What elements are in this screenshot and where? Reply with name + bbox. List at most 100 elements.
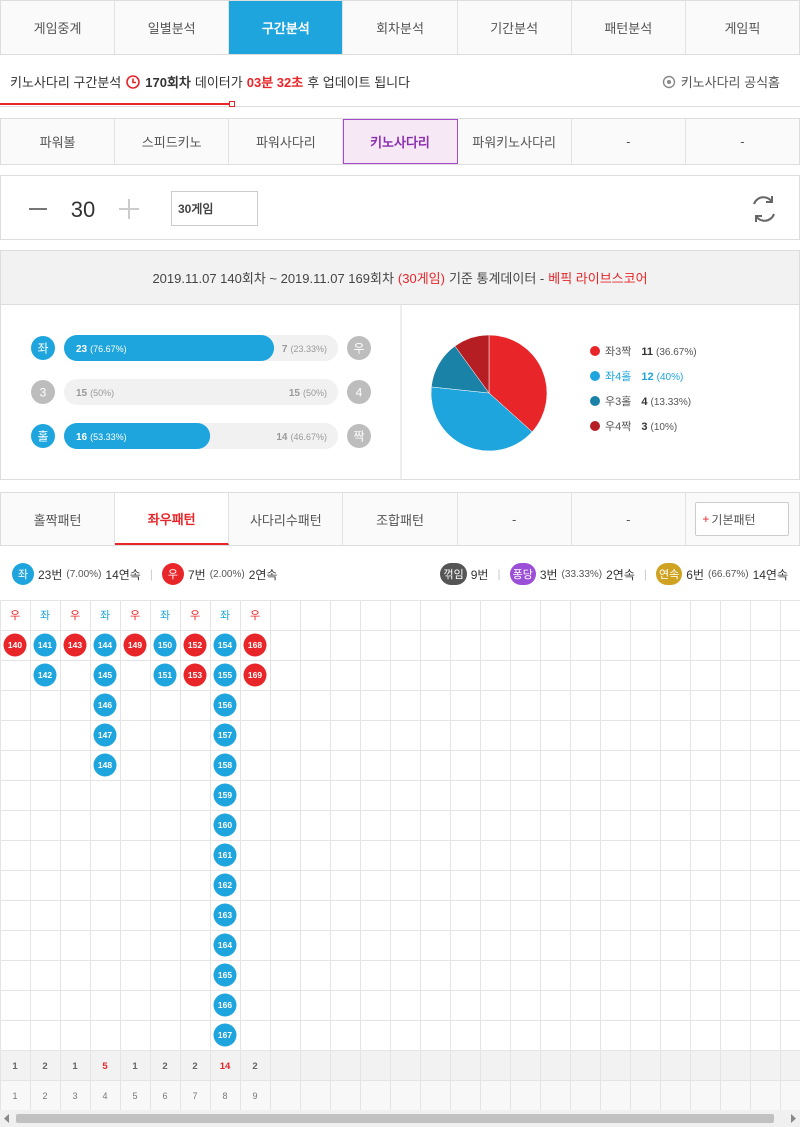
result-ball: [213, 843, 237, 867]
column-count: 5: [102, 1061, 108, 1072]
tab[interactable]: -: [571, 493, 686, 545]
tab[interactable]: 게임중계: [1, 1, 116, 54]
result-number: 146: [98, 700, 112, 710]
main-nav: 게임중계 일별분석 구간분석 회차분석 기간분석 패턴분석 게임픽: [0, 0, 800, 55]
column-side: 우: [250, 609, 260, 622]
summary-count: 23번: [38, 567, 63, 582]
count-input-text: 30게임: [178, 202, 213, 216]
tab[interactable]: -: [572, 119, 686, 164]
result-number: 150: [158, 640, 172, 650]
ratio-left-label: 홀: [37, 430, 48, 444]
ratio-left-label: 좌: [37, 342, 48, 356]
tab[interactable]: 사다리수패턴: [229, 493, 344, 545]
tab[interactable]: 조합패턴: [343, 493, 458, 545]
pie-slice: [454, 334, 490, 394]
tab[interactable]: -: [740, 134, 745, 149]
column-count: 2: [42, 1061, 47, 1072]
result-number: 141: [38, 640, 52, 650]
progress-line: [0, 103, 232, 105]
tab[interactable]: 좌우패턴: [115, 493, 230, 545]
ratio-left-text: 15 (50%): [76, 388, 114, 399]
result-number: 143: [68, 640, 82, 650]
result-number: 169: [248, 670, 262, 680]
plus-button[interactable]: [119, 199, 139, 219]
legend-count: 3: [641, 421, 647, 433]
ratio-left-text: 23 (76.67%): [76, 344, 127, 355]
result-number: 140: [8, 640, 22, 650]
column-count: 1: [72, 1061, 78, 1072]
column-side: 좌: [100, 609, 110, 622]
summary-streak: 2연속: [606, 567, 635, 582]
count-input[interactable]: [171, 191, 258, 226]
result-number: 155: [218, 670, 232, 680]
column-count: 2: [162, 1061, 167, 1072]
pie-slice: [430, 386, 533, 452]
pie-slice: [488, 334, 548, 433]
legend-name: 우4짝: [605, 420, 631, 433]
result-ball: [213, 933, 237, 957]
link-icon: [662, 75, 675, 88]
tab[interactable]: 홀짝패턴: [1, 493, 116, 545]
ratio-count: 7: [282, 344, 288, 355]
grid-bg: [0, 600, 800, 1050]
ratio-count: 15: [76, 388, 88, 399]
tab[interactable]: 게임픽: [724, 21, 761, 36]
scrollbar[interactable]: [0, 1110, 800, 1127]
result-ball: [93, 633, 117, 657]
tab[interactable]: -: [457, 493, 572, 545]
legend-dot: [590, 371, 600, 381]
summary-percent: (2.00%): [209, 568, 245, 580]
column-side: 우: [70, 609, 80, 622]
link-text[interactable]: 키노사다리 공식홈: [680, 75, 780, 90]
ratio-percent: (46.67%): [290, 432, 327, 442]
result-ball: [123, 633, 147, 657]
official-link[interactable]: 키노사다리 공식홈: [662, 72, 780, 91]
separator: |: [149, 567, 153, 581]
ratio-row: 3 15 (50%) 15 (50%) 4: [31, 379, 371, 405]
tab[interactable]: 기간분석: [458, 1, 572, 54]
result-number: 164: [218, 940, 232, 950]
tab[interactable]: 파워사다리: [229, 119, 344, 164]
ratio-left-text: 16 (53.33%): [76, 432, 127, 443]
tab[interactable]: 파워키노사다리: [458, 119, 572, 164]
legend-name: 좌3짝: [605, 345, 631, 358]
tab[interactable]: 일별분석: [115, 1, 230, 54]
ratio-right-label: 4: [356, 386, 363, 400]
result-ball: [243, 663, 267, 687]
result-number: 148: [98, 760, 112, 770]
column-count: 1: [132, 1061, 138, 1072]
ratio-left-badge: [31, 424, 55, 448]
summary-streak: 2연속: [248, 567, 278, 582]
index-row-bg: [0, 1080, 800, 1110]
tab[interactable]: 구간분석: [229, 1, 344, 54]
result-ball: [3, 633, 27, 657]
result-number: 156: [218, 700, 232, 710]
refresh-button[interactable]: [753, 196, 775, 222]
info-bar: 키노사다리 구간분석 170회차 데이터가 03분 32초 후 업데이트 됩니다…: [0, 55, 800, 107]
result-ball: [183, 663, 207, 687]
result-ball: [93, 663, 117, 687]
column-index: 2: [42, 1091, 47, 1101]
range-games: (30게임): [397, 271, 445, 286]
tab[interactable]: 회차분석: [343, 1, 458, 54]
result-ball: [93, 753, 117, 777]
result-ball: [213, 993, 237, 1017]
result-number: 163: [218, 910, 232, 920]
info-title: 키노사다리 구간분석: [10, 75, 122, 90]
ratio-right-text: 7 (23.33%): [282, 344, 327, 355]
range-text: 기준 통계데이터 -: [448, 271, 545, 286]
summary-left: 좌 23번 (7.00%) 14연속 | 우 7번 (2.00%) 2연속: [12, 563, 277, 585]
tab[interactable]: 스피드키노: [115, 119, 230, 164]
info-text: 데이터가: [194, 75, 243, 90]
tab[interactable]: 패턴분석: [572, 1, 686, 54]
count-row-bg: [0, 1050, 800, 1080]
legend-dot: [590, 421, 600, 431]
legend-dot: [590, 396, 600, 406]
summary-percent: (66.67%): [707, 568, 749, 580]
tab[interactable]: 키노사다리: [343, 119, 458, 164]
basic-pattern-button[interactable]: + 기본패턴: [695, 502, 790, 536]
result-number: 168: [248, 640, 262, 650]
tab[interactable]: 파워볼: [1, 119, 116, 164]
result-number: 166: [218, 1000, 232, 1010]
ratio-count: 16: [76, 432, 88, 443]
